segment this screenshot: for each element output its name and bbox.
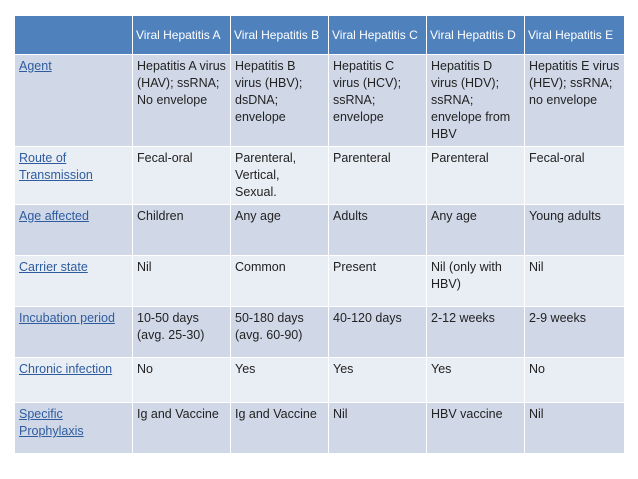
table-cell: Parenteral [426, 146, 525, 205]
table-cell: No [132, 357, 231, 403]
header-cell-hepatitis-d: Viral Hepatitis D [426, 15, 525, 55]
table-row-route: Route of Transmission Fecal-oral Parente… [14, 146, 625, 205]
table-row-prophylaxis: Specific Prophylaxis Ig and Vaccine Ig a… [14, 402, 625, 454]
table-cell: Hepatitis A virus (HAV); ssRNA; No envel… [132, 54, 231, 147]
row-label-agent[interactable]: Agent [14, 54, 133, 147]
comparison-table-container: Viral Hepatitis A Viral Hepatitis B Vira… [14, 15, 625, 454]
table-cell: HBV vaccine [426, 402, 525, 454]
table-cell: Nil (only with HBV) [426, 255, 525, 307]
header-cell-hepatitis-a: Viral Hepatitis A [132, 15, 231, 55]
hepatitis-comparison-table: Viral Hepatitis A Viral Hepatitis B Vira… [14, 15, 625, 454]
table-cell: Nil [524, 255, 625, 307]
table-cell: 50-180 days (avg. 60-90) [230, 306, 329, 358]
table-cell: 2-9 weeks [524, 306, 625, 358]
table-cell: Yes [426, 357, 525, 403]
table-cell: Parenteral [328, 146, 427, 205]
row-label-carrier-state[interactable]: Carrier state [14, 255, 133, 307]
row-label-age-affected[interactable]: Age affected [14, 204, 133, 256]
table-cell: Adults [328, 204, 427, 256]
table-cell: Ig and Vaccine [132, 402, 231, 454]
table-cell: 10-50 days (avg. 25-30) [132, 306, 231, 358]
table-header-row: Viral Hepatitis A Viral Hepatitis B Vira… [14, 15, 625, 55]
table-cell: Ig and Vaccine [230, 402, 329, 454]
row-label-incubation-period[interactable]: Incubation period [14, 306, 133, 358]
table-cell: Nil [524, 402, 625, 454]
table-cell: Yes [328, 357, 427, 403]
table-row-carrier: Carrier state Nil Common Present Nil (on… [14, 255, 625, 307]
table-cell: Hepatitis C virus (HCV); ssRNA; envelope [328, 54, 427, 147]
table-cell: Hepatitis D virus (HDV); ssRNA; envelope… [426, 54, 525, 147]
table-row-chronic: Chronic infection No Yes Yes Yes No [14, 357, 625, 403]
table-row-agent: Agent Hepatitis A virus (HAV); ssRNA; No… [14, 54, 625, 147]
header-cell-corner [14, 15, 133, 55]
table-cell: Fecal-oral [524, 146, 625, 205]
table-row-age: Age affected Children Any age Adults Any… [14, 204, 625, 256]
header-cell-hepatitis-c: Viral Hepatitis C [328, 15, 427, 55]
table-cell: Present [328, 255, 427, 307]
table-cell: Parenteral, Vertical, Sexual. [230, 146, 329, 205]
table-cell: Yes [230, 357, 329, 403]
table-cell: Hepatitis B virus (HBV); dsDNA; envelope [230, 54, 329, 147]
table-cell: 2-12 weeks [426, 306, 525, 358]
row-label-specific-prophylaxis[interactable]: Specific Prophylaxis [14, 402, 133, 454]
table-cell: Children [132, 204, 231, 256]
table-cell: Nil [132, 255, 231, 307]
table-cell: Common [230, 255, 329, 307]
table-cell: Young adults [524, 204, 625, 256]
table-cell: 40-120 days [328, 306, 427, 358]
row-label-route-of-transmission[interactable]: Route of Transmission [14, 146, 133, 205]
table-cell: Any age [426, 204, 525, 256]
table-cell: Hepatitis E virus (HEV); ssRNA; no envel… [524, 54, 625, 147]
row-label-chronic-infection[interactable]: Chronic infection [14, 357, 133, 403]
table-row-incubation: Incubation period 10-50 days (avg. 25-30… [14, 306, 625, 358]
table-cell: Fecal-oral [132, 146, 231, 205]
header-cell-hepatitis-e: Viral Hepatitis E [524, 15, 625, 55]
table-cell: No [524, 357, 625, 403]
table-cell: Nil [328, 402, 427, 454]
header-cell-hepatitis-b: Viral Hepatitis B [230, 15, 329, 55]
table-cell: Any age [230, 204, 329, 256]
